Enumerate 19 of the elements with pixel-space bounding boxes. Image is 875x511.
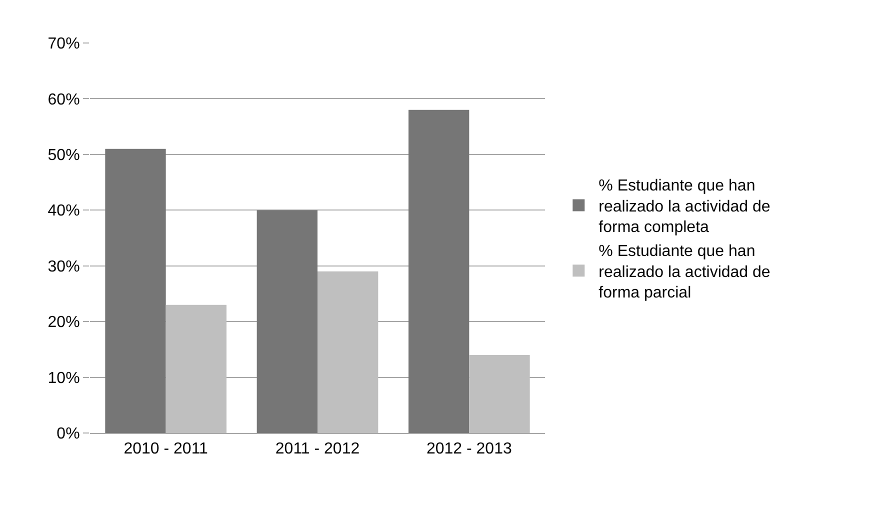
y-tick-label: 10% <box>48 370 80 387</box>
legend-label: % Estudiante que han realizado la actividad de forma parcial <box>598 243 770 302</box>
y-tick-label: 70% <box>48 36 80 53</box>
bar <box>408 110 470 433</box>
bar <box>469 355 530 433</box>
bar <box>105 148 166 433</box>
y-tick-label: 40% <box>48 202 80 220</box>
bar <box>256 210 318 433</box>
bar <box>166 304 226 433</box>
y-tick-label: 60% <box>48 91 80 108</box>
x-tick-label: 2011 - 2012 <box>275 440 360 458</box>
y-tick-label: 20% <box>48 314 80 332</box>
y-tick-label: 0% <box>56 426 80 443</box>
bar <box>318 271 378 433</box>
x-tick-label: 2012 - 2013 <box>426 440 512 458</box>
x-tick-label: 2010 - 2011 <box>124 440 208 458</box>
legend-label: % Estudiante que han realizado la actividad de forma completa <box>598 178 770 236</box>
y-tick-label: 50% <box>48 147 80 164</box>
y-tick-label: 30% <box>48 258 80 276</box>
